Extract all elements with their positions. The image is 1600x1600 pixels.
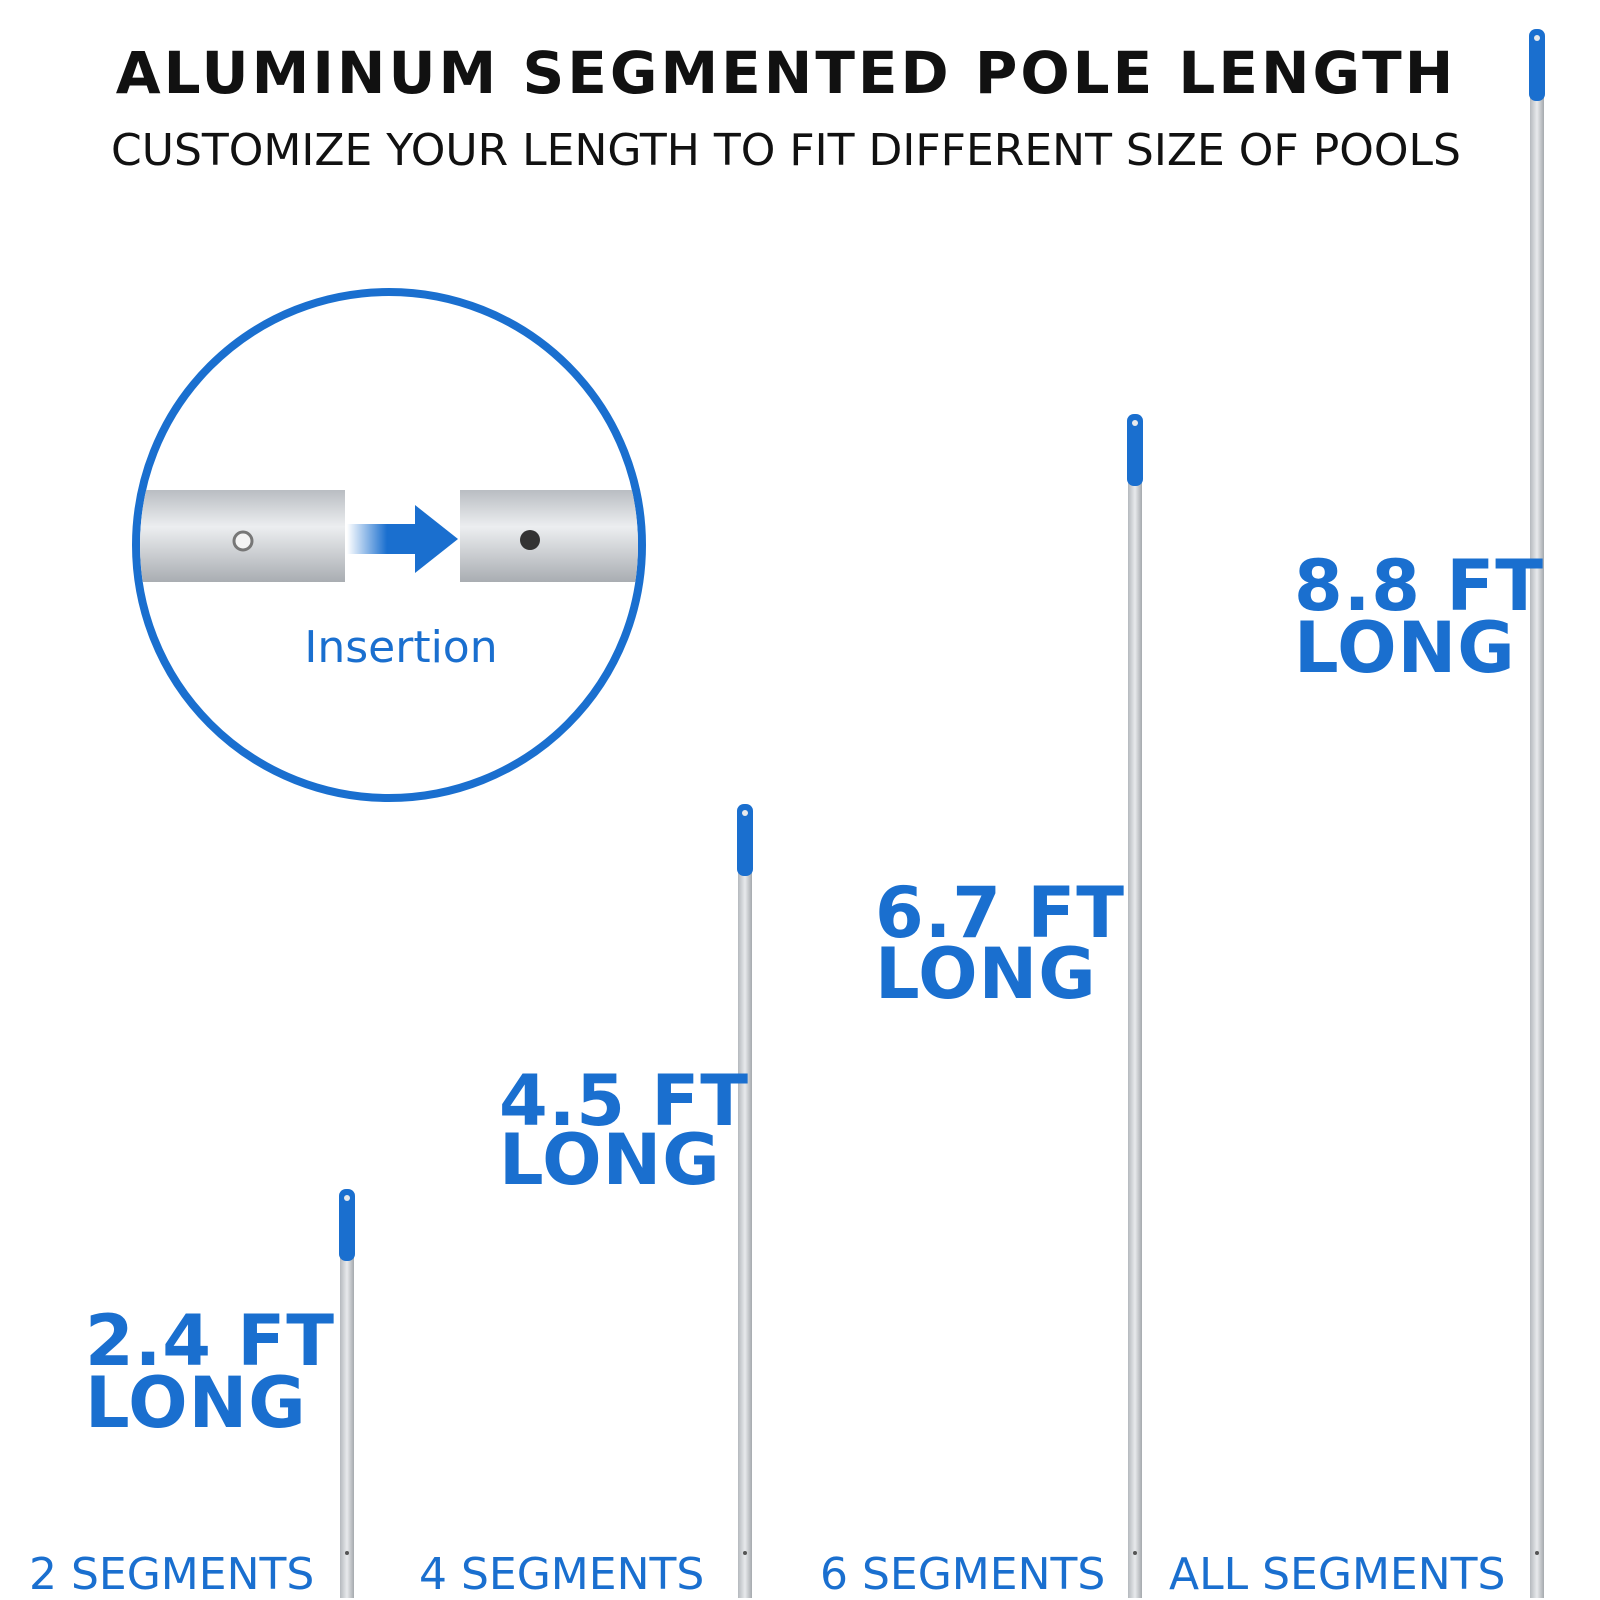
- cap-hole: [1534, 35, 1540, 41]
- length-label: 8.8 FT: [1294, 545, 1544, 627]
- segments-label: 2 SEGMENTS: [29, 1549, 314, 1600]
- hole: [520, 530, 540, 550]
- pole-pin: [1133, 1551, 1137, 1555]
- button: [232, 530, 254, 552]
- segments-label: 6 SEGMENTS: [820, 1549, 1105, 1600]
- length-label: 4.5 FT: [499, 1060, 749, 1142]
- pole-pin: [743, 1551, 747, 1555]
- length-label: 6.7 FT: [875, 872, 1125, 954]
- pole: [1530, 89, 1544, 1598]
- inset: Insertion: [132, 288, 646, 802]
- inset-label: Insertion: [304, 622, 497, 673]
- length-suffix: LONG: [1294, 607, 1516, 689]
- pole-pin: [345, 1551, 349, 1555]
- title: ALUMINUM SEGMENTED POLE LENGTH: [116, 39, 1457, 107]
- subtitle: CUSTOMIZE YOUR LENGTH TO FIT DIFFERENT S…: [111, 125, 1461, 176]
- cap-hole: [1132, 420, 1138, 426]
- segments-label: 4 SEGMENTS: [419, 1549, 704, 1600]
- pole-cap: [1127, 414, 1143, 486]
- pole: [340, 1249, 354, 1598]
- length-suffix: LONG: [499, 1119, 721, 1201]
- pole: [1128, 474, 1142, 1598]
- arrow-head: [415, 505, 458, 573]
- tube-right: [460, 490, 638, 582]
- segments-label: ALL SEGMENTS: [1169, 1549, 1505, 1600]
- arrow-shaft: [347, 524, 427, 554]
- length-label: 2.4 FT: [85, 1300, 335, 1382]
- pole: [738, 864, 752, 1598]
- pole-cap: [1529, 29, 1545, 101]
- pole-pin: [1535, 1551, 1539, 1555]
- length-suffix: LONG: [875, 933, 1097, 1015]
- length-suffix: LONG: [85, 1362, 307, 1444]
- pole-cap: [737, 804, 753, 876]
- cap-hole: [344, 1195, 350, 1201]
- cap-hole: [742, 810, 748, 816]
- pole-cap: [339, 1189, 355, 1261]
